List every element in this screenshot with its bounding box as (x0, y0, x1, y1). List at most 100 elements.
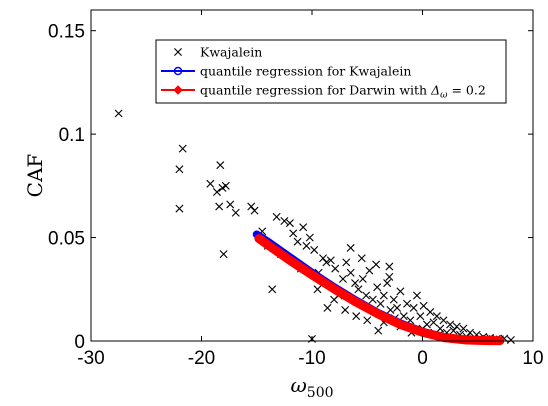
x-axis-label: ω500 (290, 373, 333, 401)
scatter-point (374, 326, 383, 335)
scatter-point (302, 241, 311, 250)
scatter-point (216, 161, 225, 170)
series-kwajalein (114, 109, 515, 344)
scatter-point (459, 324, 468, 333)
scatter-point (280, 217, 289, 226)
scatter-point (363, 316, 372, 325)
scatter-point (313, 285, 322, 294)
scatter-point (175, 204, 184, 213)
scatter-point (346, 243, 355, 252)
scatter-point (341, 305, 350, 314)
y-tick-label: 0.1 (59, 125, 85, 146)
scatter-point (432, 312, 441, 321)
quantile-point-darwin (307, 270, 317, 280)
x-tick-label: 0 (417, 348, 428, 369)
scatter-point (330, 295, 339, 304)
scatter-point (351, 279, 360, 288)
scatter-point (289, 229, 298, 238)
quantile-point-darwin (329, 284, 339, 294)
scatter-point (352, 312, 361, 321)
scatter-point (319, 254, 328, 263)
scatter-point (365, 266, 374, 275)
series-quantile-kwajalein (252, 230, 504, 345)
scatter-point (393, 303, 402, 312)
scatter-point (231, 208, 240, 217)
scatter-point (385, 272, 394, 281)
scatter-point (429, 318, 438, 327)
scatter-point (386, 305, 395, 314)
quantile-point-darwin (263, 240, 273, 250)
legend-marker-diamond (173, 85, 183, 95)
chart-marks (114, 109, 515, 346)
scatter-point (322, 258, 331, 267)
scatter-point (293, 237, 302, 246)
quantile-point-darwin (373, 309, 384, 319)
scatter-point (412, 291, 421, 300)
scatter-point (354, 285, 363, 294)
legend-item: quantile regression for Kwajalein (161, 64, 411, 79)
scatter-point (449, 326, 458, 335)
quantile-point-darwin (254, 233, 264, 244)
scatter-point (114, 109, 123, 118)
scatter-point (357, 254, 366, 263)
scatter-point (175, 165, 184, 174)
scatter-point (250, 206, 259, 215)
scatter-point (226, 200, 235, 209)
x-tick-label: -10 (298, 348, 325, 369)
scatter-point (416, 312, 425, 321)
scatter-point (326, 256, 335, 265)
legend-item: Kwajalein (174, 45, 262, 60)
quantile-line-kwajalein (252, 230, 504, 345)
legend-box (155, 39, 507, 104)
legend-marker-circle (173, 66, 183, 76)
scatter-point (247, 202, 256, 211)
scatter-point (399, 312, 408, 321)
legend-label: quantile regression for Kwajalein (200, 64, 411, 79)
scatter-point (419, 301, 428, 310)
quantile-point-darwin (285, 255, 295, 266)
scatter-point (206, 179, 215, 188)
scatter-point (342, 258, 351, 267)
scatter-point (506, 335, 515, 344)
legend-item: quantile regression for Darwin with Δω =… (161, 83, 486, 101)
legend-label: quantile regression for Darwin with Δω =… (200, 83, 486, 101)
quantile-point-darwin (439, 332, 450, 343)
x-tick-label: 10 (522, 348, 543, 369)
scatter-point (305, 233, 314, 242)
scatter-point (452, 322, 461, 331)
scatter-point (323, 303, 332, 312)
legend-label: Kwajalein (200, 45, 262, 60)
scatter-point (376, 299, 385, 308)
legend: Kwajalein quantile regression for Kwajale… (155, 39, 507, 104)
scatter-point (221, 181, 230, 190)
scatter-point (272, 212, 281, 221)
scatter-point (426, 308, 435, 317)
scatter-point (385, 262, 394, 271)
scatter-point (299, 223, 308, 232)
y-tick-label: 0.05 (48, 229, 85, 250)
scatter-point (331, 264, 340, 273)
quantile-point-darwin (461, 335, 472, 345)
scatter-point (268, 285, 277, 294)
scatter-point (446, 320, 455, 329)
scatter-point (310, 245, 319, 254)
quantile-point-darwin (395, 319, 406, 330)
x-tick-label: -20 (188, 348, 215, 369)
scatter-point (178, 144, 187, 153)
scatter-point (215, 202, 224, 211)
series-quantile-darwin (254, 233, 505, 346)
scatter-point (383, 279, 392, 288)
scatter-point (219, 250, 228, 259)
x-tick-label: -30 (77, 348, 104, 369)
scatter-point (285, 219, 294, 228)
y-tick-label: 0.15 (48, 22, 85, 43)
y-axis-label: CAF (23, 154, 47, 198)
scatter-point (362, 291, 371, 300)
scatter-point (389, 295, 398, 304)
scatter-point (212, 188, 221, 197)
scatter-point (338, 274, 347, 283)
legend-marker-x (174, 48, 182, 56)
scatter-point (436, 324, 445, 333)
quantile-point-darwin (351, 297, 361, 307)
